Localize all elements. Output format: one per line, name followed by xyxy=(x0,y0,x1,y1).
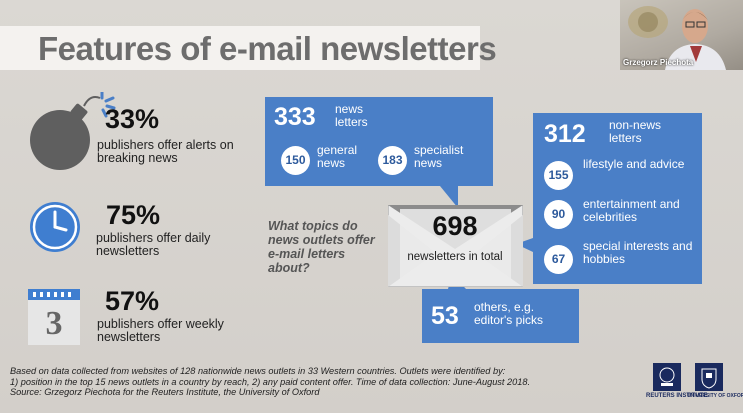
slide-title: Features of e-mail newsletters xyxy=(38,30,497,67)
total-newsletters-value: 698 xyxy=(432,211,478,241)
non-news-letters-label: non-news letters xyxy=(609,118,662,145)
others-value: 53 xyxy=(431,302,459,330)
news-letters-box: 333 news letters 150 general news 183 sp… xyxy=(265,97,493,186)
stat-breaking-value: 33% xyxy=(105,104,160,134)
entertainment-value: 90 xyxy=(544,200,573,229)
clock-icon xyxy=(28,200,82,259)
others-box: 53 others, e.g. editor's picks xyxy=(422,289,579,343)
total-newsletters-label: newsletters in total xyxy=(407,251,503,263)
stat-daily-value: 75% xyxy=(106,200,161,230)
specialist-news-value: 183 xyxy=(378,146,407,175)
stat-breaking-text: publishers offer alerts on breaking news xyxy=(97,138,234,165)
stat-weekly-text: publishers offer weekly newsletters xyxy=(97,317,224,344)
envelope-icon xyxy=(388,205,523,287)
news-letters-value: 333 xyxy=(274,103,316,131)
specialist-news-label: specialist news xyxy=(414,143,464,170)
stat-weekly-value: 57% xyxy=(105,286,160,316)
news-letters-label: news letters xyxy=(335,102,368,129)
stat-daily-text: publishers offer daily newsletters xyxy=(96,231,211,258)
reuters-institute-name: REUTERS INSTITUTE xyxy=(646,393,708,399)
footnote-line: Source: Grzegorz Piechota for the Reuter… xyxy=(10,387,320,397)
calendar-icon: 3 xyxy=(28,287,80,352)
presenter-video[interactable]: Grzegorz Piechota xyxy=(620,0,743,70)
general-news-label: general news xyxy=(317,143,358,170)
presenter-name: Grzegorz Piechota xyxy=(623,58,694,67)
footnote-line: 1) position in the top 15 news outlets i… xyxy=(10,376,530,387)
question-text: What topics do news outlets offer e-mail… xyxy=(268,219,375,275)
presenter-figure xyxy=(628,6,726,70)
calendar-day: 3 xyxy=(45,305,63,342)
footnote-line: Based on data collected from websites of… xyxy=(10,366,506,376)
source-footnote: Based on data collected from websites of… xyxy=(10,366,630,398)
non-news-letters-value: 312 xyxy=(544,120,586,148)
oxford-logo xyxy=(695,363,723,391)
lifestyle-value: 155 xyxy=(544,161,573,190)
others-label: others, e.g. editor's picks xyxy=(474,300,543,327)
special-interests-value: 67 xyxy=(544,245,573,274)
oxford-name: UNIVERSITY OF OXFORD xyxy=(687,393,743,399)
non-news-letters-box: 312 non-news letters 155 lifestyle and a… xyxy=(533,113,702,284)
title-band xyxy=(0,26,480,70)
lifestyle-label: lifestyle and advice xyxy=(583,157,685,171)
entertainment-label: entertainment and celebrities xyxy=(583,197,680,224)
bomb-icon xyxy=(28,90,120,177)
general-news-value: 150 xyxy=(281,146,310,175)
special-interests-label: special interests and hobbies xyxy=(583,239,693,266)
reuters-institute-logo xyxy=(653,363,681,391)
